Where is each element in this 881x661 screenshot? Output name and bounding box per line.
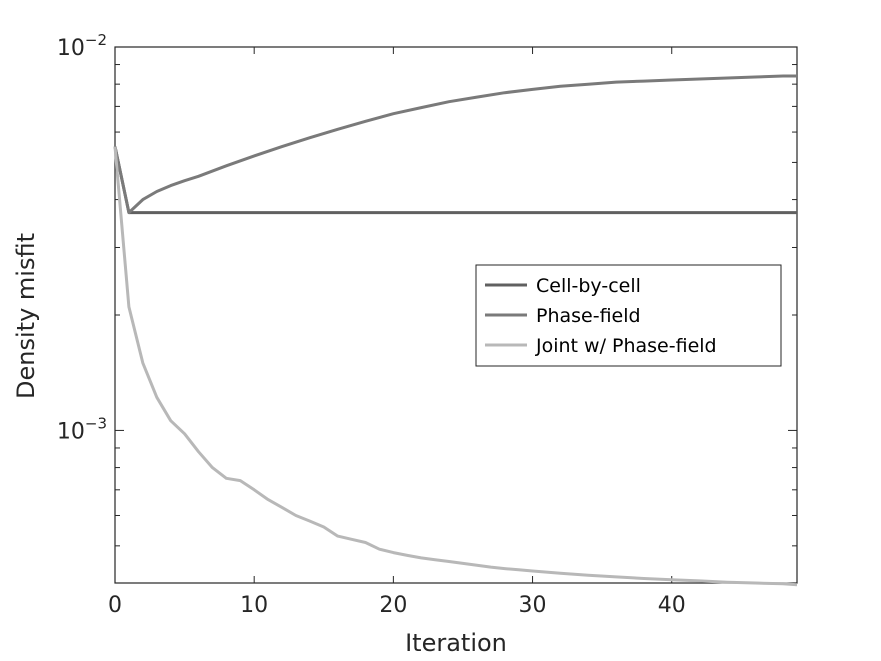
- y-axis-label: Density misfit: [12, 233, 40, 399]
- series-line-phase-field: [113, 74, 797, 215]
- x-tick-label: 20: [379, 593, 407, 618]
- legend-label: Phase-field: [536, 305, 641, 327]
- minor-ticks: [115, 64, 797, 547]
- x-tick-label: 0: [108, 593, 122, 618]
- major-ticks: [114, 46, 797, 583]
- y-tick-label: 10−2: [57, 31, 107, 61]
- legend-label: Cell-by-cell: [536, 275, 641, 297]
- y-tick-label-exponent: −3: [85, 414, 107, 432]
- x-tick-label: 30: [519, 593, 547, 618]
- series-layer: [113, 74, 798, 587]
- x-axis-label: Iteration: [405, 629, 507, 657]
- y-tick-label-base: 10: [57, 419, 85, 444]
- legend-items: Cell-by-cell Phase-field Joint w/ Phase-fi…: [485, 275, 717, 357]
- x-tick-labels: 0 10 20 30 40: [108, 593, 686, 618]
- legend: Cell-by-cell Phase-field Joint w/ Phase-fi…: [475, 264, 782, 367]
- y-tick-label-base: 10: [57, 36, 85, 61]
- y-tick-label-exponent: −2: [85, 31, 107, 49]
- y-tick-label: 10−3: [57, 414, 107, 444]
- series-line-joint-phase-field: [113, 146, 798, 587]
- x-tick-label: 40: [658, 593, 686, 618]
- legend-label: Joint w/ Phase-field: [535, 335, 717, 357]
- x-tick-label: 10: [240, 593, 268, 618]
- y-tick-labels: 10−210−3: [57, 31, 107, 444]
